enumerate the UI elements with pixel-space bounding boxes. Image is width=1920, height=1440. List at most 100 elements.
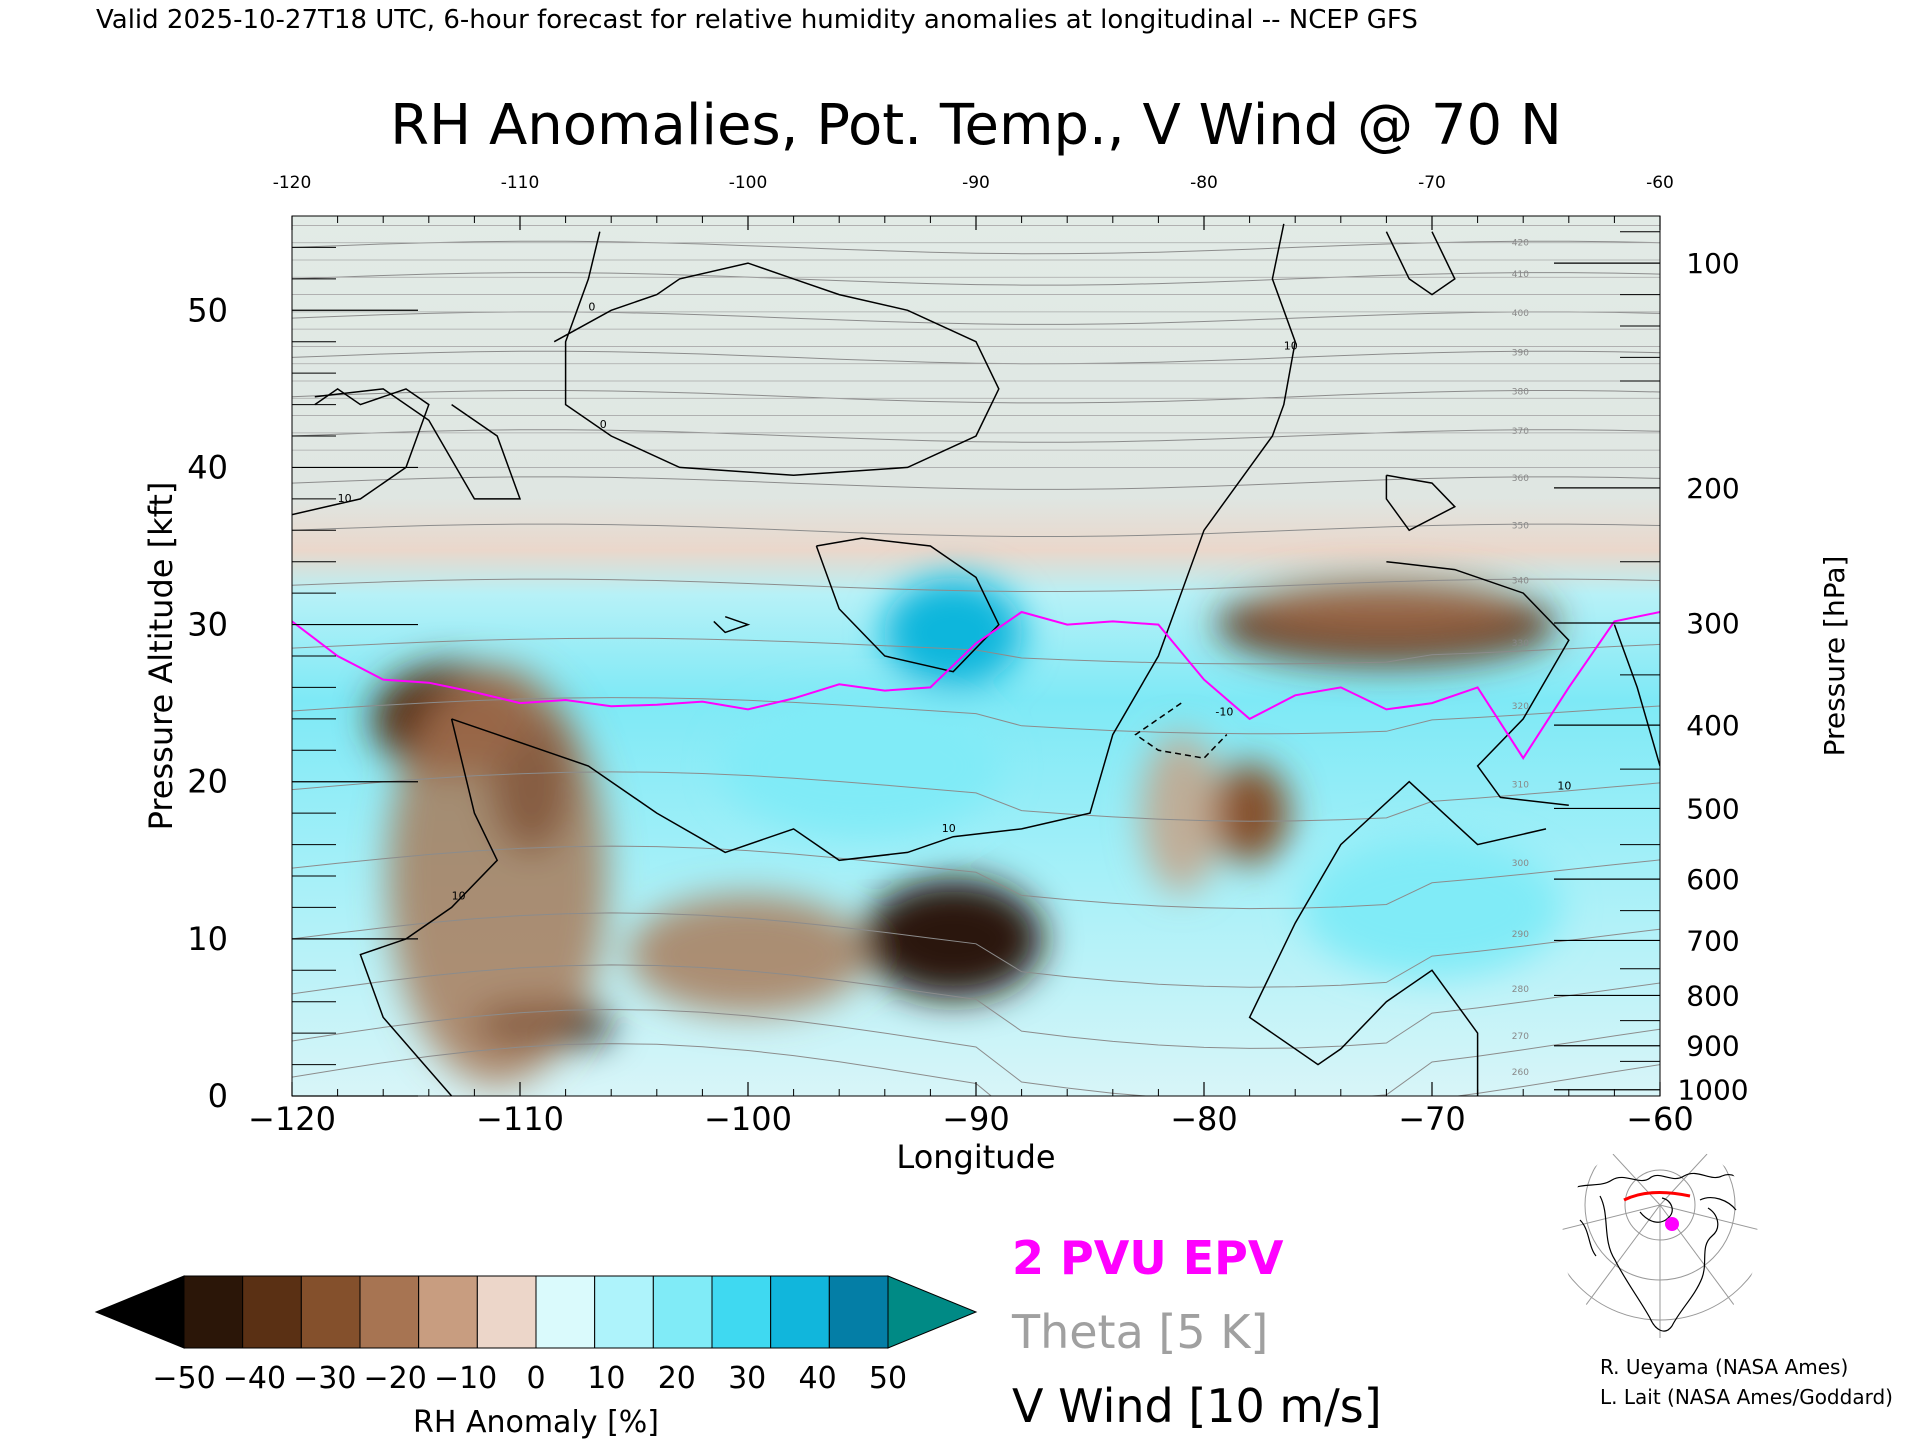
colorbar-label: RH Anomaly [%] (413, 1405, 659, 1440)
colorbar-swatch (476, 1275, 537, 1349)
pressure-tick-label: 900 (1686, 1030, 1739, 1063)
theta-contour-label: 300 (1512, 859, 1529, 869)
v-wind-contour-line (1613, 624, 1660, 767)
x-tick-label: −90 (942, 1100, 1010, 1138)
theta-contour-label: 380 (1512, 388, 1529, 398)
x-axis-label: Longitude (896, 1138, 1055, 1176)
theta-contour-line (292, 390, 1660, 404)
legend-pvu: 2 PVU EPV (1012, 1231, 1284, 1285)
theta-contour-label: 360 (1512, 474, 1529, 484)
colorbar-tick-label: 30 (728, 1361, 766, 1396)
theta-contour-label: 270 (1512, 1032, 1529, 1042)
theta-contour-label: 310 (1512, 781, 1529, 791)
v-wind-contours: 10 10 10 10 0 10 -10 0 (292, 223, 1660, 1096)
y-tick-label: 0 (208, 1077, 228, 1115)
y-tick-label: 50 (187, 291, 228, 329)
x-tick-label: −60 (1626, 1100, 1694, 1138)
rh-anomaly-blob (1209, 763, 1290, 864)
legend-wind: V Wind [10 m/s] (1012, 1379, 1382, 1433)
pressure-tick-label: 800 (1686, 979, 1739, 1012)
colorbar-swatch (652, 1275, 713, 1349)
v-wind-contour-line (292, 387, 430, 516)
theta-contour-line (292, 523, 1660, 537)
coastline-outline (1567, 1172, 1757, 1332)
credit-line-2: L. Lait (NASA Ames/Goddard) (1600, 1385, 1893, 1409)
theta-contour-label: 260 (1512, 1068, 1529, 1078)
transect-line (1623, 1191, 1691, 1202)
rh-anomaly-region (1246, 578, 1527, 639)
theta-contour-label: 280 (1512, 985, 1529, 995)
theta-contour-label: 350 (1512, 521, 1529, 531)
x-tick-label: −70 (1398, 1100, 1466, 1138)
colorbar-tick-label: −20 (364, 1361, 427, 1396)
colorbar-tick-label: −40 (223, 1361, 286, 1396)
colorbar-tick-label: −10 (434, 1361, 497, 1396)
rh-anomaly-field (371, 577, 1562, 1086)
credit-line-1: R. Ueyama (NASA Ames) (1600, 1355, 1848, 1379)
pressure-tick-label: 400 (1686, 709, 1739, 742)
pressure-tick-label: 300 (1686, 607, 1739, 640)
x-top-tick-label: -70 (1418, 173, 1446, 193)
colorbar-swatch (828, 1275, 889, 1349)
v-wind-contour-line (1385, 231, 1456, 296)
v-wind-contour-label: 10 (1284, 340, 1298, 353)
location-marker (1665, 1217, 1679, 1231)
rh-anomaly-region (628, 894, 868, 1015)
colorbar: −50 −40 −30 −20 −10 0 10 20 30 40 50 (94, 1275, 978, 1396)
colorbar-tick-label: 40 (799, 1361, 837, 1396)
x-tick-label: −100 (704, 1100, 792, 1138)
theta-contour-line (292, 912, 1660, 988)
pressure-tick-label: 700 (1686, 924, 1739, 957)
colorbar-tick-label: 20 (658, 1361, 696, 1396)
legend-theta: Theta [5 K] (1011, 1305, 1268, 1359)
theta-contour-label: 290 (1512, 930, 1529, 940)
theta-contour-line (292, 272, 1660, 286)
pressure-tick-label: 100 (1686, 247, 1739, 280)
x-top-tick-label: -80 (1190, 173, 1218, 193)
theta-contour-line (292, 578, 1660, 592)
rh-anomaly-blob (722, 696, 1002, 836)
x-tick-label: −110 (476, 1100, 564, 1138)
legend: 2 PVU EPV Theta [5 K] V Wind [10 m/s] (1011, 1231, 1382, 1433)
rh-anomaly-region (387, 666, 608, 1086)
colorbar-swatch (711, 1275, 772, 1349)
v-wind-contour-label: -10 (1215, 706, 1233, 719)
theta-contour-line (292, 771, 1660, 822)
chart-title: RH Anomalies, Pot. Temp., V Wind @ 70 N (390, 93, 1562, 158)
v-wind-contour-line (314, 388, 522, 500)
colorbar-tick-label: −30 (293, 1361, 356, 1396)
x-top-tick-label: -60 (1646, 173, 1674, 193)
colorbar-over-arrow (887, 1275, 978, 1349)
colorbar-swatch (300, 1275, 361, 1349)
theta-contours: 260 270 280 290 300 310 320 330 340 350 360 370 380 3… (292, 225, 1660, 1096)
v-wind-contour-negative (1134, 702, 1228, 759)
colorbar-swatch (183, 1275, 244, 1349)
colorbar-under-arrow (94, 1275, 185, 1349)
theta-contour-line (292, 429, 1660, 443)
v-wind-contour-line (553, 231, 1000, 477)
theta-contour-line (292, 1008, 1660, 1096)
theta-contour-label: 420 (1512, 238, 1529, 248)
v-wind-contour-line (1248, 780, 1547, 1096)
x-top-tick-label: -90 (962, 173, 990, 193)
v-wind-contour-label: 0 (588, 300, 595, 313)
y-tick-label: 30 (187, 606, 228, 644)
v-wind-contour-label: 10 (942, 822, 956, 835)
valid-time-header: Valid 2025-10-27T18 UTC, 6-hour forecast… (96, 5, 1418, 35)
theta-contour-label: 340 (1512, 576, 1529, 586)
pressure-tick-label: 500 (1686, 792, 1739, 825)
rh-anomaly-blob (883, 577, 1024, 688)
colorbar-tick-label: −50 (152, 1361, 215, 1396)
theta-contour-line (292, 476, 1660, 490)
theta-contour-label: 330 (1512, 639, 1529, 649)
v-wind-contour-line (1385, 474, 1457, 532)
v-wind-contour-label: 0 (600, 418, 607, 431)
axes: −120-120−110-110−100-100−90-90−80-80−70-… (187, 173, 1748, 1138)
x-top-tick-label: -120 (273, 173, 312, 193)
pvu-2-line (292, 610, 1660, 760)
rh-anomaly-region (1141, 733, 1222, 894)
theta-contour-label: 320 (1512, 702, 1529, 712)
y-tick-label: 10 (187, 920, 228, 958)
theta-contour-line (292, 964, 1660, 1049)
